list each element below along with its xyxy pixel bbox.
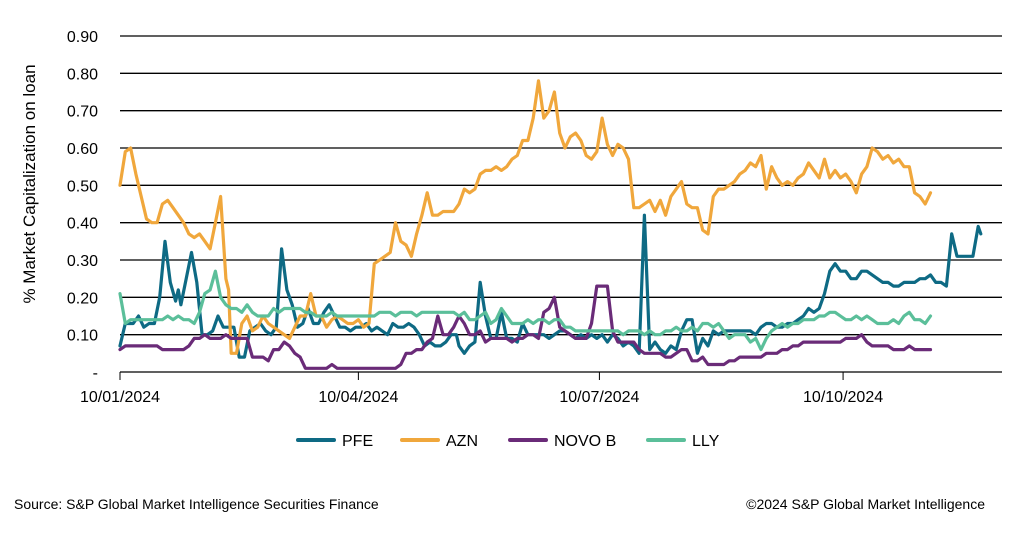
x-tick-label: 10/07/2024 (559, 389, 639, 406)
line-chart: - 0.10 0.20 0.30 0.40 0.50 0.60 0.70 0.80 0.90 10… (20, 29, 1002, 450)
x-axis-ticks: 10/01/2024 10/04/2024 10/07/2024 10/10/2024 (80, 372, 883, 406)
source-note: Source: S&P Global Market Intelligence S… (14, 496, 379, 512)
series-line-lly (118, 269, 933, 352)
gridlines (120, 35, 1002, 373)
x-tick-label: 10/04/2024 (318, 389, 398, 406)
y-tick-label: 0.50 (67, 178, 98, 195)
x-tick-label: 10/01/2024 (80, 389, 160, 406)
legend-label: AZN (446, 433, 478, 450)
y-tick-label: 0.90 (67, 29, 98, 46)
legend-label: LLY (692, 433, 720, 450)
y-tick-label: 0.10 (67, 328, 98, 345)
x-tick-label: 10/10/2024 (803, 389, 883, 406)
y-tick-label: 0.20 (67, 290, 98, 307)
series-line-azn (118, 79, 933, 355)
y-tick-label: 0.70 (67, 104, 98, 121)
y-tick-label: 0.60 (67, 141, 98, 158)
y-axis-tick-labels: - 0.10 0.20 0.30 0.40 0.50 0.60 0.70 0.80 0.90 (67, 29, 98, 382)
y-tick-label: 0.80 (67, 66, 98, 83)
y-axis-label: % Market Capitalization on loan (20, 64, 39, 303)
legend-label: PFE (342, 433, 373, 450)
y-tick-label: 0.30 (67, 253, 98, 270)
y-tick-label: 0.40 (67, 216, 98, 233)
legend: PFE AZN NOVO B LLY (296, 433, 720, 450)
series-line-pfe (118, 213, 983, 359)
series-line-novo-b (118, 284, 933, 370)
copyright-note: ©2024 S&P Global Market Intelligence (746, 496, 985, 512)
y-tick-label: - (93, 365, 98, 382)
series-lines (118, 79, 983, 370)
legend-label: NOVO B (554, 433, 616, 450)
